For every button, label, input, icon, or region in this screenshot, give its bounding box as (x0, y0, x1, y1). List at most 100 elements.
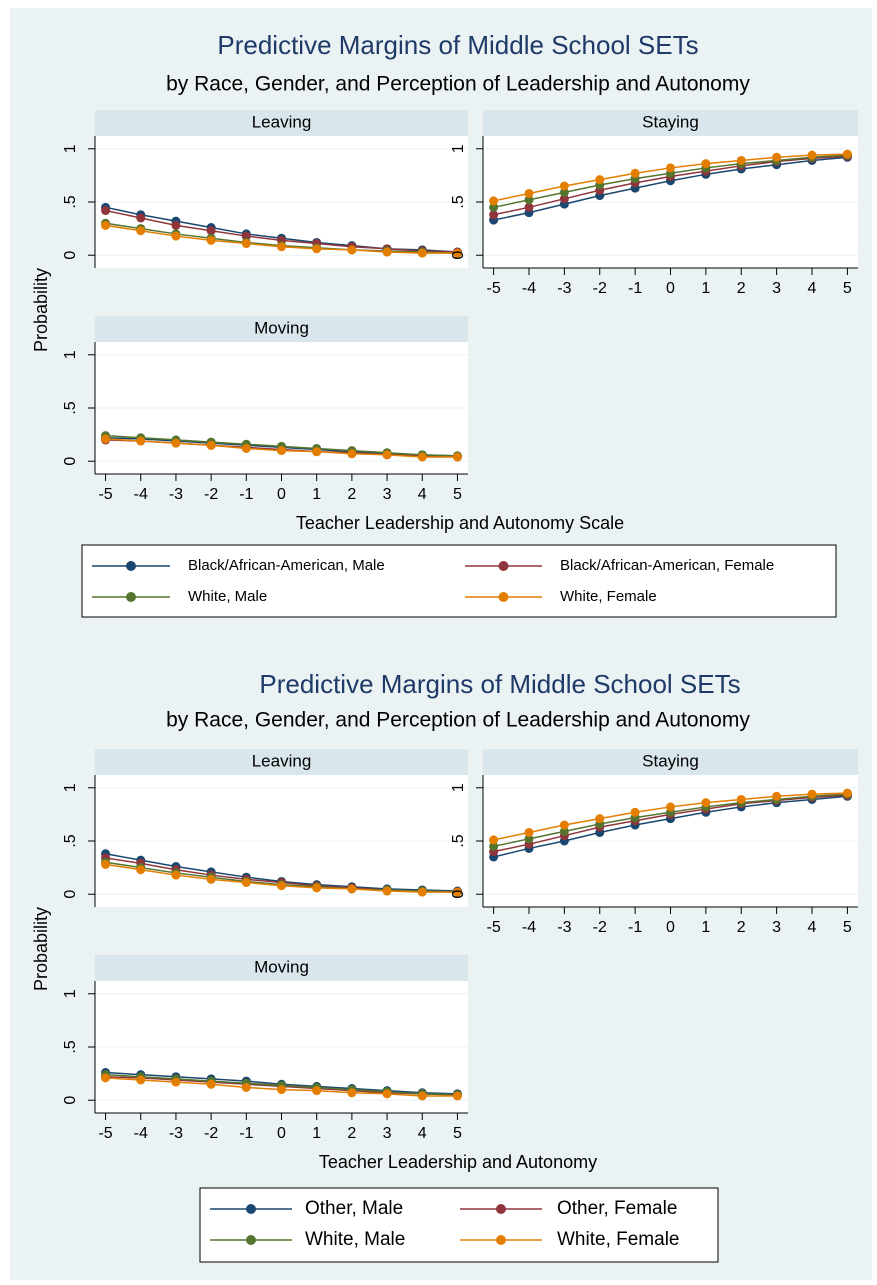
marker (347, 245, 357, 255)
marker (489, 835, 499, 845)
marker (312, 447, 322, 457)
marker (524, 202, 534, 212)
x-tick-label: -4 (134, 1125, 148, 1142)
legend-label: Other, Male (305, 1198, 403, 1219)
y-tick-label: 1 (62, 144, 79, 153)
marker (171, 231, 181, 241)
x-tick-label: -4 (522, 280, 536, 297)
marker (277, 242, 286, 252)
marker (595, 814, 605, 824)
legend-label: White, Female (557, 1229, 679, 1250)
marker (101, 206, 111, 216)
legend-label: White, Female (560, 588, 657, 605)
marker (417, 452, 427, 462)
y-tick-label: 1 (62, 989, 79, 998)
y-tick-label: .5 (62, 195, 79, 208)
marker (595, 175, 605, 185)
y-tick-label: 1 (62, 783, 79, 792)
marker (524, 827, 534, 837)
marker (452, 452, 462, 462)
x-tick-label: 1 (312, 486, 321, 503)
marker (101, 220, 111, 230)
legend-label: Black/African-American, Male (188, 557, 385, 574)
x-axis-label: Teacher Leadership and Autonomy Scale (296, 513, 624, 533)
legend-box (81, 544, 837, 618)
marker (312, 244, 322, 254)
marker (136, 1075, 146, 1085)
panel-title: Staying (642, 751, 699, 770)
marker (666, 163, 675, 173)
panel-title: Leaving (252, 751, 312, 770)
x-tick-label: 3 (772, 919, 781, 936)
marker (171, 438, 181, 448)
marker (241, 1082, 251, 1092)
marker (171, 220, 181, 230)
panel-header (95, 749, 468, 775)
y-tick-label: 1 (62, 350, 79, 359)
legend-label: Black/African-American, Female (560, 557, 774, 574)
marker (101, 859, 111, 869)
marker (807, 789, 817, 799)
x-tick-label: 4 (418, 1125, 427, 1142)
x-tick-label: 1 (312, 1125, 321, 1142)
y-tick-label: 1 (450, 144, 467, 153)
x-tick-label: -5 (486, 919, 500, 936)
y-tick-label: .5 (62, 1040, 79, 1053)
marker (382, 886, 392, 896)
marker (489, 210, 499, 220)
marker (452, 887, 462, 897)
marker (559, 181, 569, 191)
panel-title: Leaving (252, 112, 312, 131)
panel-header (483, 110, 858, 136)
marker (382, 450, 392, 460)
marker (630, 168, 640, 178)
marker (559, 826, 569, 836)
x-tick-label: 2 (347, 1125, 356, 1142)
marker (136, 436, 146, 446)
marker (417, 1091, 427, 1101)
x-tick-label: -2 (204, 1125, 218, 1142)
marker (452, 248, 462, 258)
x-tick-label: -1 (628, 280, 642, 297)
marker (524, 834, 534, 844)
marker (312, 883, 322, 893)
x-tick-label: -3 (169, 1125, 183, 1142)
x-tick-label: -5 (486, 280, 500, 297)
marker (136, 865, 146, 875)
marker (347, 449, 357, 459)
marker (101, 434, 111, 444)
legend-marker (246, 1204, 256, 1214)
x-tick-label: -5 (98, 1125, 112, 1142)
x-tick-label: 0 (666, 280, 675, 297)
marker (524, 195, 534, 205)
x-tick-label: 5 (453, 1125, 462, 1142)
marker (417, 248, 427, 258)
marker (206, 226, 216, 236)
x-tick-label: -3 (557, 280, 571, 297)
x-tick-label: 2 (737, 280, 746, 297)
panel-header (95, 110, 468, 136)
y-tick-label: 0 (450, 251, 467, 260)
y-tick-label: .5 (450, 834, 467, 847)
marker (241, 239, 251, 249)
marker (736, 155, 746, 165)
marker (101, 1073, 111, 1083)
chart-title: Predictive Margins of Middle School SETs (259, 669, 740, 699)
marker (666, 802, 675, 812)
x-tick-label: 3 (383, 1125, 392, 1142)
x-tick-label: -1 (239, 1125, 253, 1142)
marker (382, 1089, 392, 1099)
marker (772, 152, 782, 162)
x-tick-label: 0 (277, 486, 286, 503)
marker (842, 149, 852, 159)
marker (241, 878, 251, 888)
y-tick-label: .5 (62, 834, 79, 847)
y-tick-label: 0 (62, 1096, 79, 1105)
panel-title: Staying (642, 112, 699, 131)
x-tick-label: 0 (277, 1125, 286, 1142)
marker (277, 446, 286, 456)
panel-header (95, 316, 468, 342)
legend-marker (246, 1235, 256, 1245)
x-tick-label: 5 (843, 280, 852, 297)
marker (559, 187, 569, 197)
